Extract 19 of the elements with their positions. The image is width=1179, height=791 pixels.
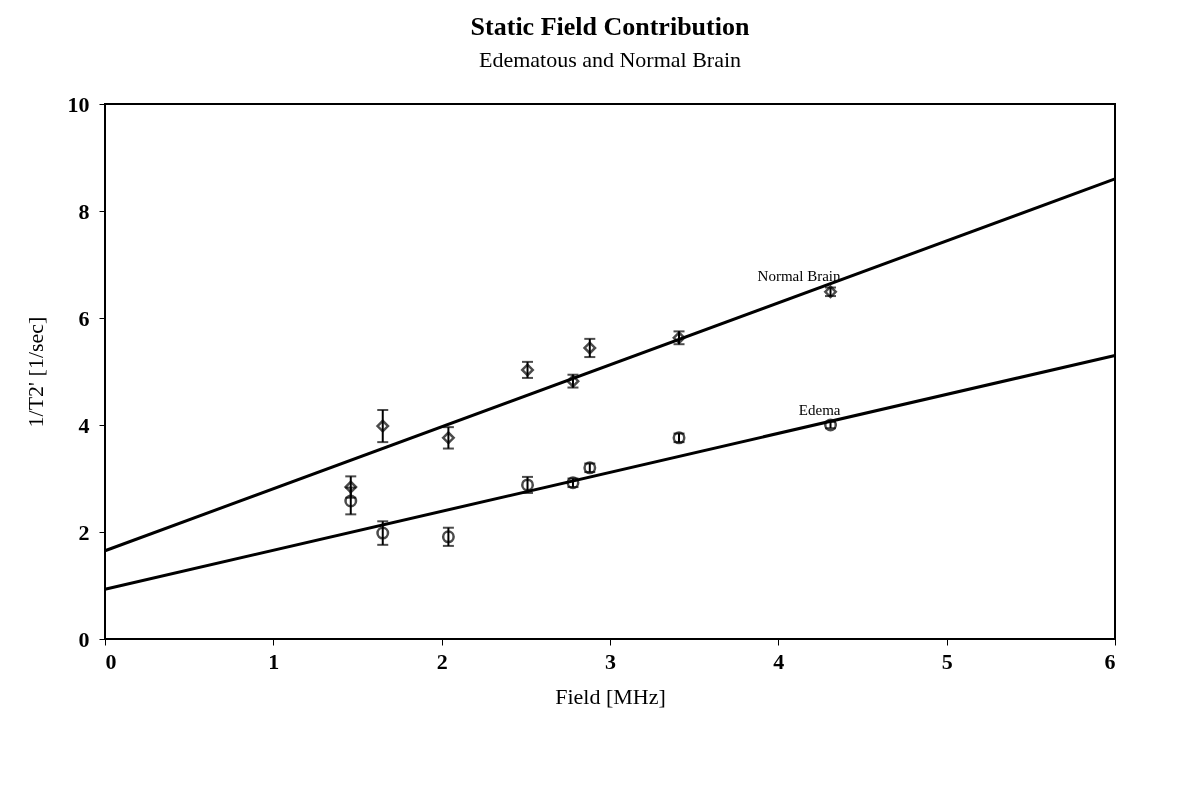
y-tick-label: 2 xyxy=(78,519,90,545)
x-tick-label: 3 xyxy=(605,648,616,674)
x-axis-title: Field [MHz] xyxy=(555,683,666,709)
y-tick-label: 4 xyxy=(78,412,90,438)
x-tick-label: 2 xyxy=(436,648,448,674)
chart-subtitle: Edematous and Normal Brain xyxy=(478,47,742,72)
x-tick-label: 1 xyxy=(268,648,280,674)
y-tick-label: 0 xyxy=(78,626,90,652)
y-axis-title: 1/T2' [1/sec] xyxy=(22,316,48,428)
y-tick-label: 6 xyxy=(78,305,90,331)
x-tick-label: 5 xyxy=(941,648,953,674)
x-tick-label: 0 xyxy=(105,648,117,674)
series-label: Normal Brain xyxy=(757,267,842,284)
x-tick-label: 6 xyxy=(1104,648,1116,674)
series-label: Edema xyxy=(798,401,841,418)
y-tick-label: 10 xyxy=(67,91,90,117)
x-tick-label: 4 xyxy=(773,648,785,674)
chart-title: Static Field Contribution xyxy=(470,12,750,41)
y-tick-label: 8 xyxy=(78,198,90,224)
